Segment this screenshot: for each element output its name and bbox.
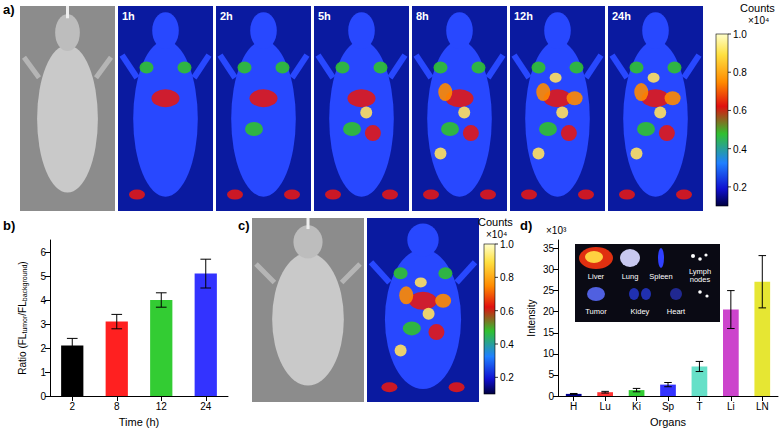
svg-text:Kidey: Kidey <box>631 307 650 316</box>
svg-text:0: 0 <box>40 391 46 402</box>
svg-text:2: 2 <box>69 401 75 412</box>
svg-text:Sp: Sp <box>662 401 675 412</box>
svg-text:0: 0 <box>548 391 554 402</box>
svg-text:Counts: Counts <box>740 2 775 14</box>
svg-text:24: 24 <box>200 401 212 412</box>
svg-text:6: 6 <box>40 247 46 258</box>
svg-text:0.4: 0.4 <box>733 144 747 155</box>
svg-text:Intensity: Intensity <box>526 299 537 336</box>
svg-text:tumor: tumor <box>21 315 28 334</box>
svg-text:Time (h): Time (h) <box>119 416 160 428</box>
svg-text:0.6: 0.6 <box>500 306 514 317</box>
svg-text:Tumor: Tumor <box>585 307 607 316</box>
svg-text:Lymph: Lymph <box>689 267 711 276</box>
svg-text:Counts: Counts <box>478 216 513 228</box>
svg-text:3: 3 <box>40 319 46 330</box>
svg-text:c): c) <box>238 218 250 233</box>
svg-text:4: 4 <box>40 295 46 306</box>
svg-text:12h: 12h <box>514 10 533 22</box>
svg-text:T: T <box>696 401 702 412</box>
svg-text:8h: 8h <box>416 10 429 22</box>
svg-text:b): b) <box>3 218 15 233</box>
svg-text:Ratio (FL: Ratio (FL <box>17 333 28 375</box>
svg-text:5h: 5h <box>318 10 331 22</box>
svg-text:0.2: 0.2 <box>733 182 747 193</box>
svg-text:5: 5 <box>548 369 554 380</box>
svg-text:Heart: Heart <box>667 307 686 316</box>
svg-text:24h: 24h <box>612 10 631 22</box>
svg-text:×10⁴: ×10⁴ <box>486 229 507 240</box>
svg-text:1: 1 <box>40 367 46 378</box>
svg-text:0.8: 0.8 <box>733 67 747 78</box>
svg-text:20: 20 <box>543 306 555 317</box>
svg-text:8: 8 <box>114 401 120 412</box>
svg-text:nodes: nodes <box>690 275 711 284</box>
svg-text:25: 25 <box>543 285 555 296</box>
svg-text:×10³: ×10³ <box>546 225 567 236</box>
svg-text:Organs: Organs <box>650 416 687 428</box>
svg-text:d): d) <box>520 218 532 233</box>
svg-text:H: H <box>570 401 577 412</box>
svg-text:1h: 1h <box>122 10 135 22</box>
svg-text:1.0: 1.0 <box>733 29 747 40</box>
svg-text:35: 35 <box>543 243 555 254</box>
svg-text:0.4: 0.4 <box>500 339 514 350</box>
svg-text:5: 5 <box>40 271 46 282</box>
svg-text:0.6: 0.6 <box>733 105 747 116</box>
svg-text:2h: 2h <box>220 10 233 22</box>
svg-text:a): a) <box>3 2 15 17</box>
svg-text:Lu: Lu <box>600 401 611 412</box>
svg-text:background: background <box>21 265 29 302</box>
svg-text:10: 10 <box>543 348 555 359</box>
svg-text:/FL: /FL <box>17 301 28 316</box>
svg-text:Spleen: Spleen <box>649 272 672 281</box>
svg-text:0.8: 0.8 <box>500 272 514 283</box>
svg-text:15: 15 <box>543 327 555 338</box>
svg-text:12: 12 <box>156 401 168 412</box>
svg-text:1.0: 1.0 <box>500 239 514 250</box>
svg-text:×10⁴: ×10⁴ <box>748 15 769 26</box>
svg-text:Li: Li <box>727 401 735 412</box>
svg-text:30: 30 <box>543 264 555 275</box>
svg-text:LN: LN <box>756 401 769 412</box>
svg-text:Lung: Lung <box>622 272 639 281</box>
svg-text:Ki: Ki <box>632 401 641 412</box>
svg-text:2: 2 <box>40 343 46 354</box>
svg-text:): ) <box>17 261 28 264</box>
svg-text:Liver: Liver <box>588 272 605 281</box>
svg-text:0.2: 0.2 <box>500 372 514 383</box>
